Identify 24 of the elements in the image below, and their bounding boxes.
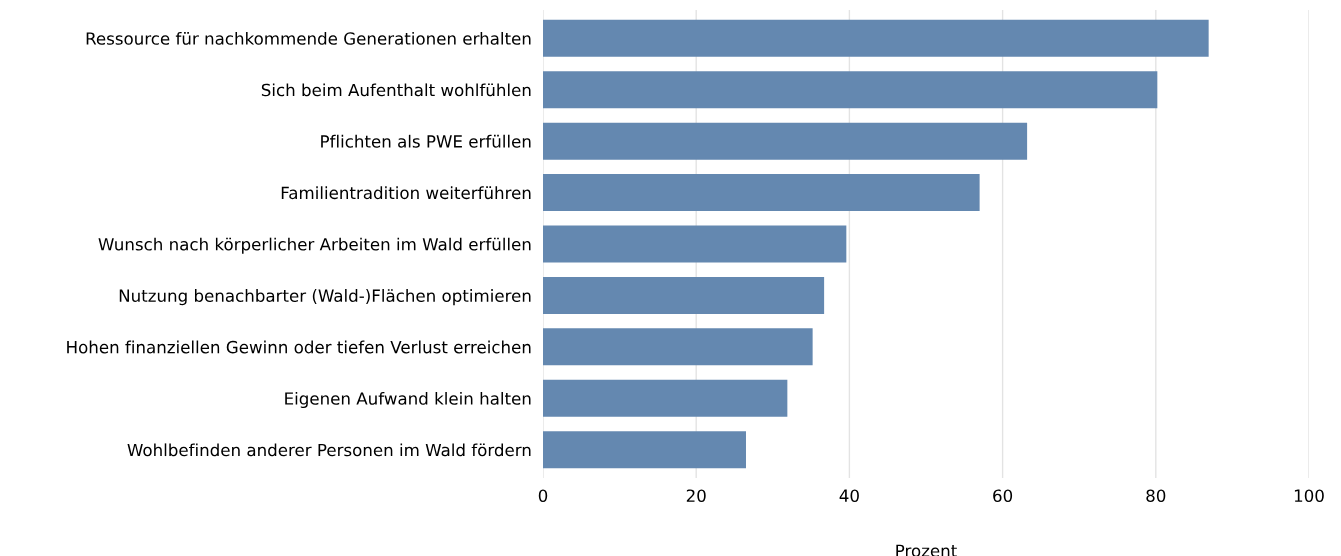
x-tick-label: 100 [1294,489,1324,503]
bar [543,174,980,212]
x-tick-label: 20 [686,489,706,503]
bar [543,71,1158,109]
y-tick-label: Wunsch nach körperlicher Arbeiten im Wald erfüllen [98,237,531,254]
y-tick-label: Nutzung benachbarter (Wald-)Flächen optimieren [119,289,531,306]
x-tick-label: 60 [993,489,1013,503]
y-tick-label: Eigenen Aufwand klein halten [285,391,531,409]
y-tick-label: Hohen finanziellen Gewinn oder tiefen Verlust erreichen [67,340,531,354]
bar [543,276,825,314]
y-tick-label: Ressource für nachkommende Generationen erhalten [86,31,531,45]
y-tick-label: Wohlbefinden anderer Personen im Wald fördern [127,443,531,457]
bar [543,379,788,417]
bar [543,328,813,366]
bar [543,431,746,469]
bar [543,122,1028,160]
y-tick-label: Familientradition weiterführen [281,186,531,200]
bar [543,225,847,263]
bar [543,19,1209,57]
y-tick-label: Sich beim Aufenthalt wohlfühlen [261,83,531,97]
x-tick-label: 0 [538,489,548,503]
x-tick-label: 80 [1146,489,1166,503]
x-tick-label: 40 [839,489,859,503]
y-tick-label: Pflichten als PWE erfüllen [321,134,531,148]
